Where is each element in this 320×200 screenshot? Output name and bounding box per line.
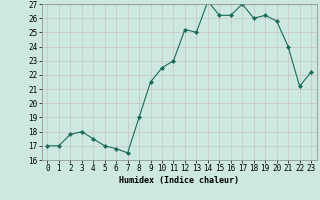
X-axis label: Humidex (Indice chaleur): Humidex (Indice chaleur)	[119, 176, 239, 185]
